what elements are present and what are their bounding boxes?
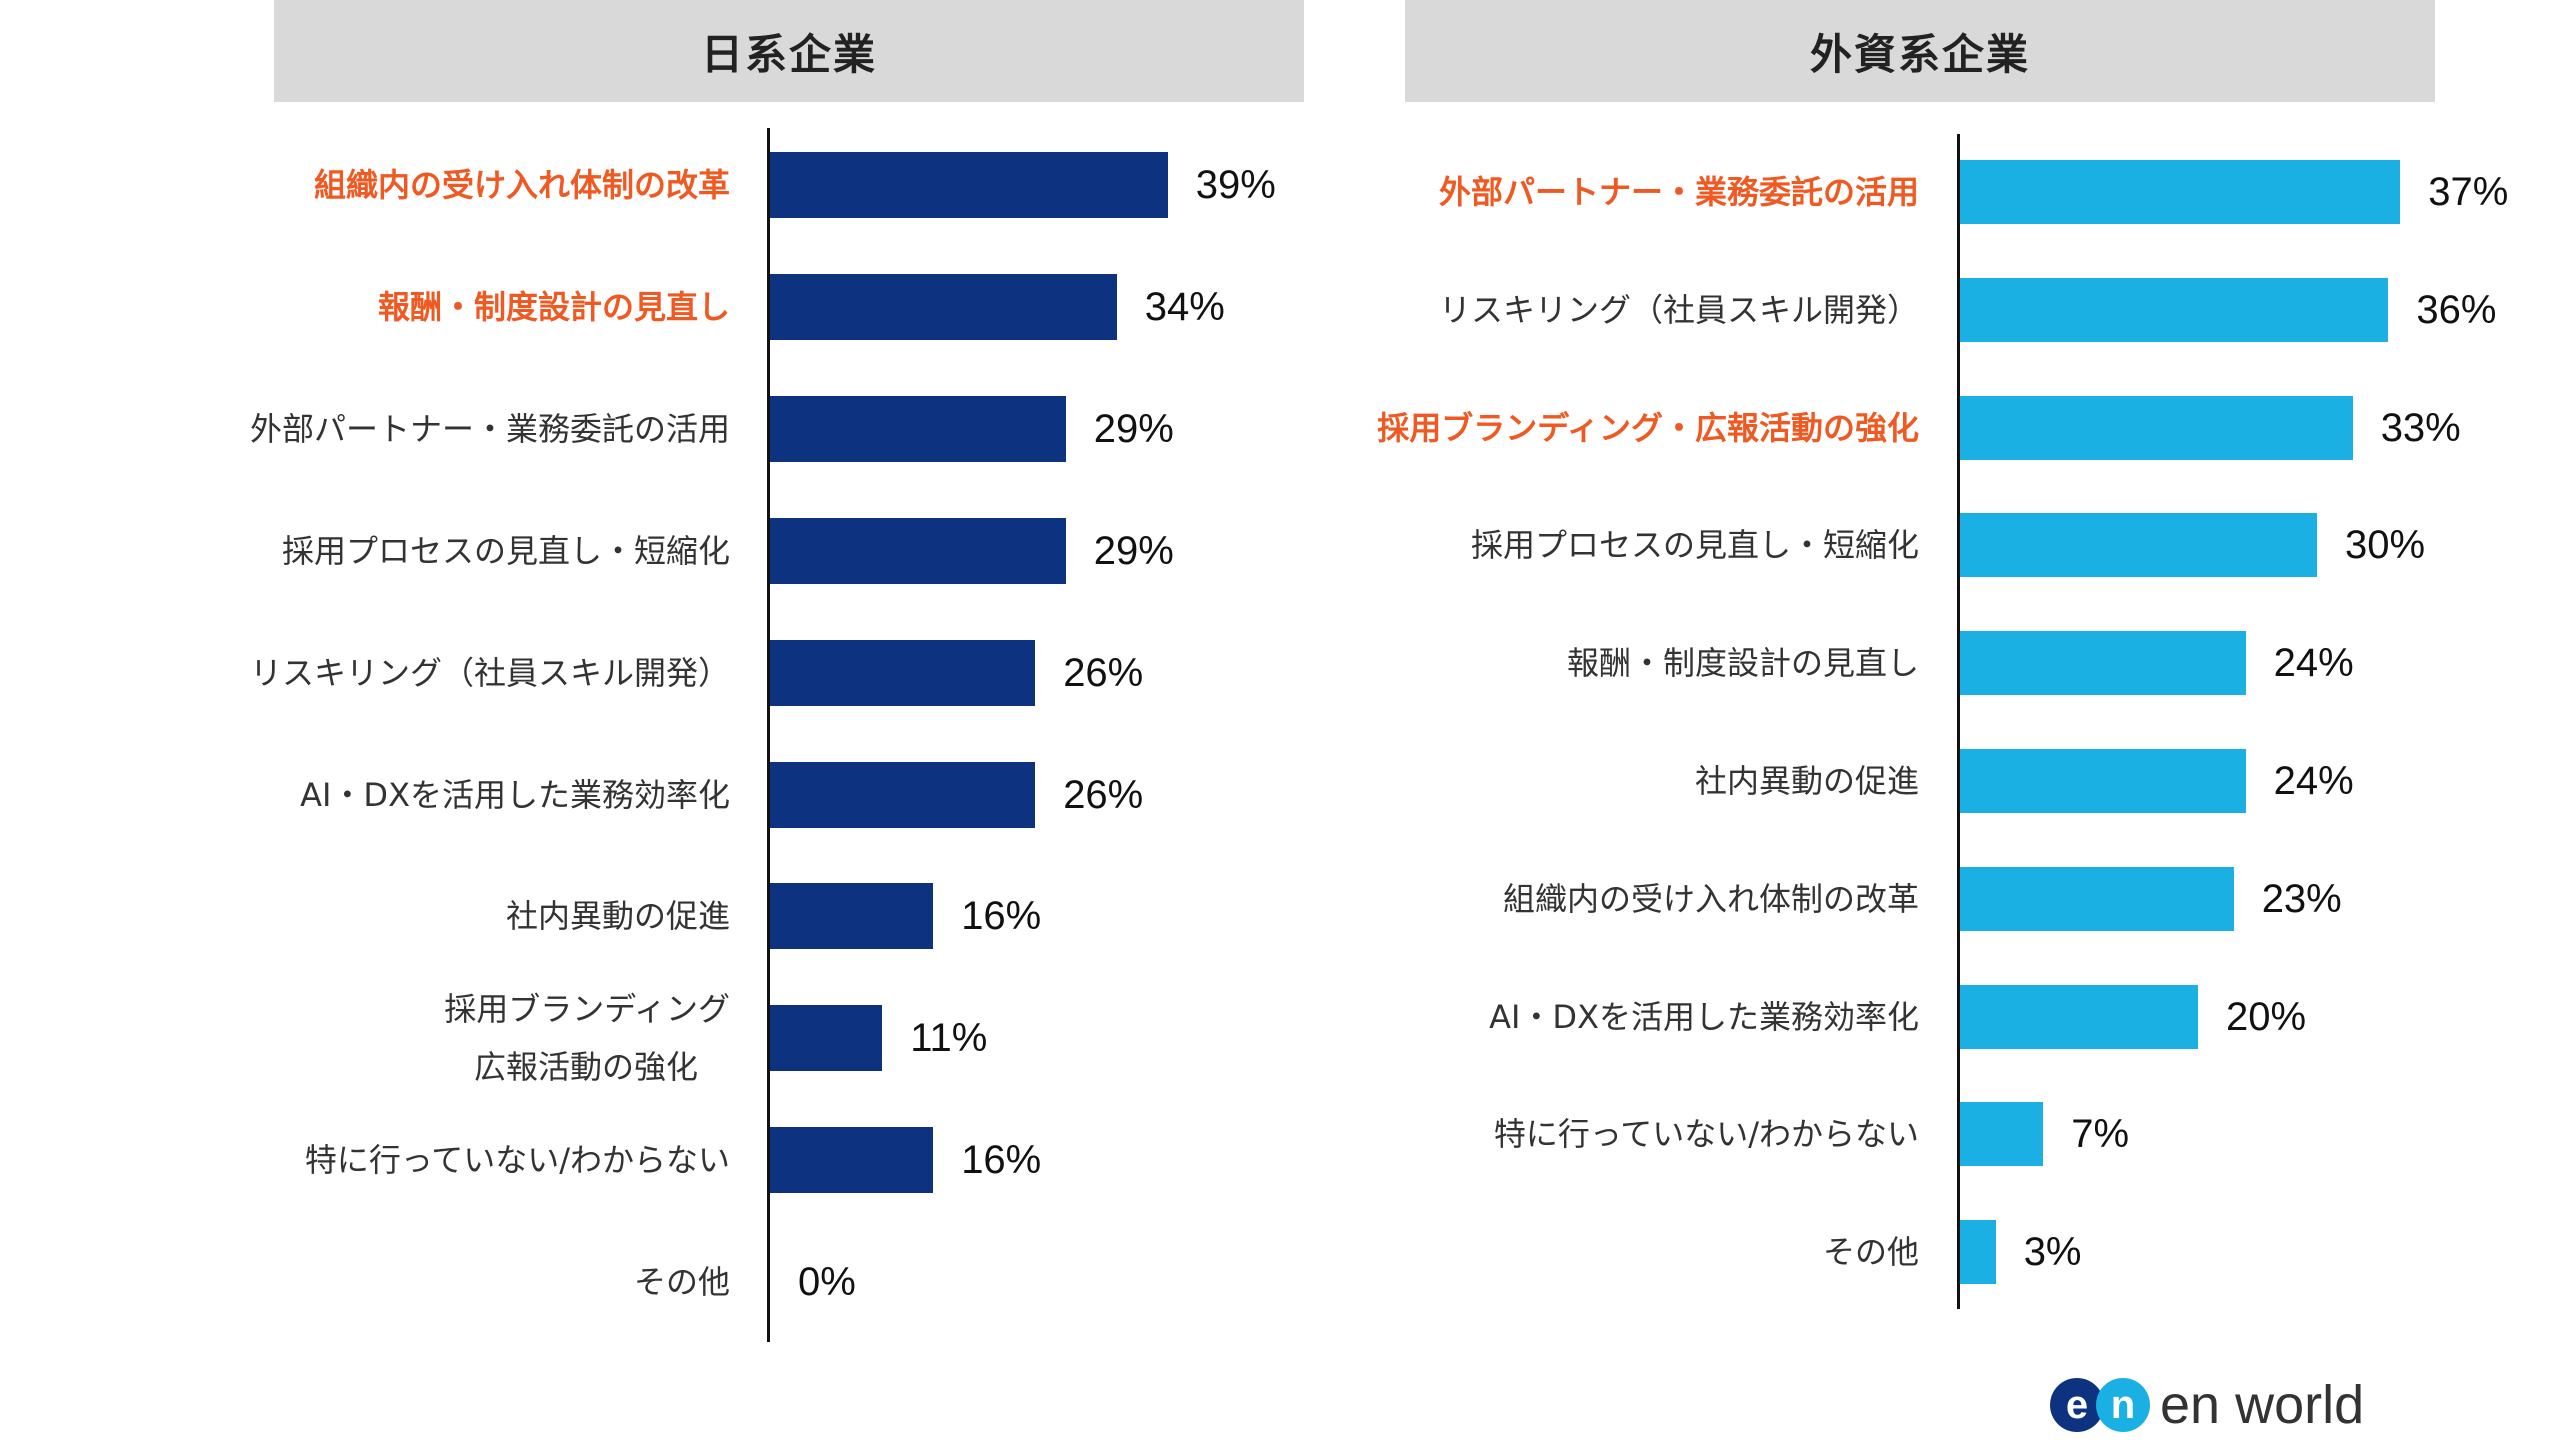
left-category-label: 特に行っていない/わからない: [304, 1141, 730, 1180]
right-value-label: 23%: [2261, 876, 2342, 921]
right-value-label: 7%: [2071, 1112, 2130, 1157]
right-category-label: 採用プロセスの見直し・短縮化: [1470, 526, 1919, 565]
right-category-label: リスキリング（社員スキル開発）: [1438, 290, 1919, 329]
left-category-label: その他: [633, 1263, 730, 1302]
left-value-label: 0%: [798, 1260, 856, 1305]
left-category-label: 社内異動の促進: [505, 897, 730, 936]
right-bar: [1960, 866, 2234, 931]
left-value-label: 26%: [1063, 772, 1144, 817]
left-value-label: 29%: [1093, 528, 1174, 573]
right-bar: [1960, 395, 2353, 460]
left-category-label: 採用ブランディング 広報活動の強化: [444, 990, 730, 1087]
left-value-label: 39%: [1195, 163, 1276, 207]
left-bar: [770, 761, 1036, 828]
left-value-label: 16%: [961, 894, 1042, 939]
right-value-label: 24%: [2273, 641, 2354, 686]
left-value-label: 34%: [1144, 284, 1225, 329]
right-value-label: 33%: [2380, 405, 2461, 450]
left-bar: [770, 1127, 934, 1194]
right-category-label: その他: [1822, 1233, 1919, 1272]
right-category-label: 特に行っていない/わからない: [1493, 1115, 1919, 1154]
left-category-label: 外部パートナー・業務委託の活用: [249, 409, 730, 448]
right-value-label: 24%: [2273, 759, 2354, 803]
left-value-label: 29%: [1093, 406, 1174, 451]
right-category-label: 外部パートナー・業務委託の活用: [1438, 173, 1919, 211]
left-category-label: AI・DXを活用した業務効率化: [300, 775, 730, 814]
left-bar: [770, 639, 1036, 706]
right-bar: [1960, 631, 2246, 696]
right-category-label: 報酬・制度設計の見直し: [1566, 644, 1919, 683]
right-category-label: AI・DXを活用した業務効率化: [1489, 997, 1919, 1036]
left-bar: [770, 517, 1066, 584]
right-value-label: 20%: [2226, 994, 2307, 1039]
left-value-label: 26%: [1063, 650, 1144, 695]
left-panel-title: 日系企業: [274, 0, 1304, 102]
right-bar: [1960, 160, 2401, 224]
right-bar: [1960, 277, 2389, 342]
right-bar: [1960, 984, 2198, 1049]
left-bar: [770, 395, 1066, 462]
right-value-label: 3%: [2023, 1230, 2082, 1275]
left-category-label: 報酬・制度設計の見直し: [377, 287, 730, 326]
right-bar: [1960, 513, 2317, 578]
left-value-label: 11%: [910, 1016, 988, 1061]
left-category-label: リスキリング（社員スキル開発）: [249, 653, 730, 692]
left-value-label: 16%: [961, 1138, 1042, 1183]
logo-text: en world: [2160, 1375, 2365, 1435]
left-bar: [770, 883, 934, 950]
right-bar: [1960, 1102, 2044, 1167]
left-bar: [770, 273, 1117, 340]
right-value-label: 30%: [2345, 523, 2426, 568]
right-category-label: 採用ブランディング・広報活動の強化: [1377, 408, 1919, 447]
right-value-label: 37%: [2428, 170, 2509, 214]
right-category-label: 社内異動の促進: [1694, 762, 1919, 800]
right-bar: [1960, 1220, 1996, 1285]
logo-mark-e: e: [2050, 1378, 2104, 1432]
logo-mark-n: n: [2096, 1378, 2150, 1432]
left-bar: [770, 152, 1168, 218]
left-category-label: 組織内の受け入れ体制の改革: [313, 166, 730, 204]
left-bar: [770, 1005, 883, 1072]
right-panel-title: 外資系企業: [1405, 0, 2435, 102]
right-category-label: 組織内の受け入れ体制の改革: [1502, 879, 1919, 918]
right-bar: [1960, 749, 2246, 813]
right-value-label: 36%: [2416, 287, 2497, 332]
en-world-logo: e n en world: [2050, 1375, 2364, 1435]
left-axis-line: [767, 128, 770, 1342]
left-category-label: 採用プロセスの見直し・短縮化: [281, 531, 730, 570]
right-axis-line: [1957, 134, 1960, 1309]
